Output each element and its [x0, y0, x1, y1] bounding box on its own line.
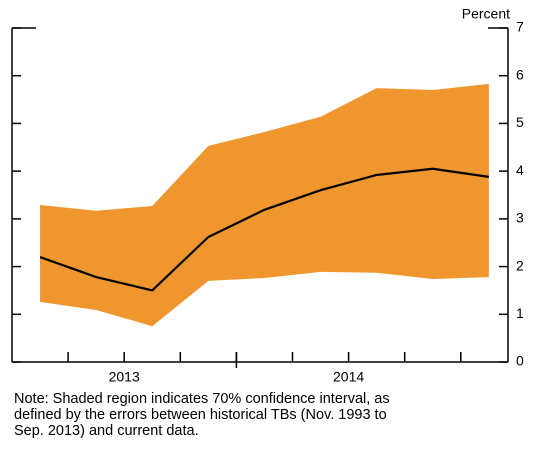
y-tick-label: 5	[516, 114, 524, 130]
x-group-label: 2014	[333, 369, 364, 385]
note-line: Sep. 2013) and current data.	[14, 423, 199, 439]
confidence-band	[40, 83, 489, 327]
y-tick-label: 4	[516, 162, 524, 178]
y-axis-label: Percent	[462, 6, 510, 22]
x-group-label: 2013	[109, 369, 140, 385]
y-tick-label: 1	[516, 305, 524, 321]
y-tick-label: 0	[516, 353, 524, 369]
y-tick-label: 7	[516, 19, 524, 35]
line	[39, 167, 490, 292]
y-tick-label: 3	[516, 210, 524, 226]
note-line: defined by the errors between historical…	[14, 407, 387, 423]
y-tick-label: 6	[516, 66, 524, 82]
y-tick-label: 2	[516, 257, 524, 273]
note-line: Note: Shaded region indicates 70% confid…	[14, 391, 390, 407]
